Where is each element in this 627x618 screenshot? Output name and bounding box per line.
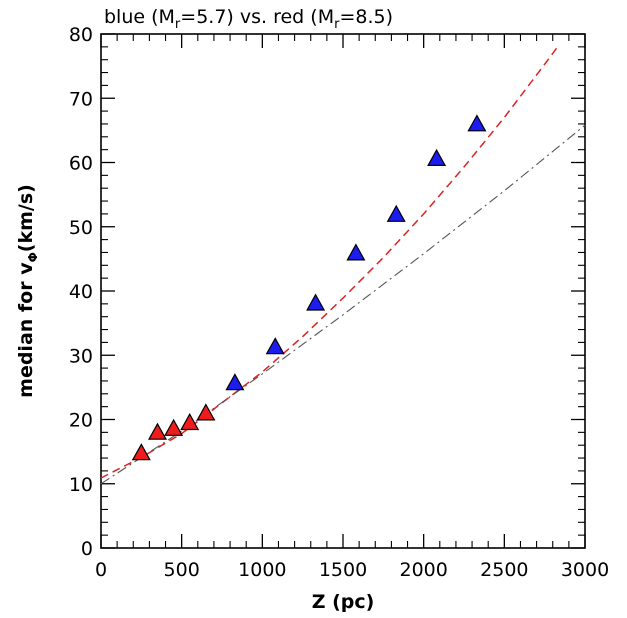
y-axis-label: median for vΦ(km/s): [15, 184, 40, 398]
chart-title-mid: =5.7) vs. red (M: [180, 6, 334, 28]
red-triangle-point: [164, 418, 184, 436]
data-points: [131, 114, 487, 461]
blue-triangle-point: [225, 373, 245, 391]
blue-triangle-point: [265, 337, 285, 355]
red-triangle-point: [196, 403, 216, 421]
blue-triangle-point: [306, 293, 326, 311]
fit-curves: [100, 46, 586, 485]
blue-triangle-point: [427, 148, 447, 166]
y-tick-label: 0: [81, 538, 93, 560]
axis-ticks: [100, 33, 586, 549]
x-tick-label: 0: [95, 559, 107, 581]
y-tick-label: 10: [69, 474, 93, 496]
y-tick-label: 30: [69, 345, 93, 367]
x-tick-label: 1000: [238, 559, 286, 581]
y-tick-label: 60: [69, 153, 93, 175]
x-tick-label: 1500: [319, 559, 367, 581]
red-triangle-point: [180, 412, 200, 431]
x-tick-label: 500: [164, 559, 200, 581]
fit-curve-dashdot: [100, 124, 586, 485]
y-axis-label-suffix: (km/s): [15, 184, 37, 252]
y-tick-labels: 0 10 20 30 40 50 60 70 80: [69, 24, 93, 560]
chart-title-sub-2: r: [334, 17, 340, 32]
y-tick-label: 50: [69, 217, 93, 239]
chart-title-suffix: =8.5): [339, 6, 393, 28]
fit-curve-dashed: [100, 46, 559, 479]
x-tick-label: 2000: [399, 559, 447, 581]
y-axis-label-sub: Φ: [26, 252, 40, 262]
chart-title-prefix: blue (M: [104, 6, 175, 28]
chart-title: blue (Mr=5.7) vs. red (Mr=8.5): [104, 6, 393, 32]
red-triangle-point: [147, 422, 168, 440]
x-tick-label: 2500: [480, 559, 528, 581]
blue-triangle-point: [386, 204, 406, 222]
y-tick-label: 40: [69, 281, 93, 303]
y-tick-label: 70: [69, 88, 93, 110]
y-tick-label: 20: [69, 410, 93, 432]
x-tick-labels: 0 500 1000 1500 2000 2500 3000: [95, 559, 609, 581]
plot-frame: [100, 33, 586, 549]
blue-triangle-point: [467, 114, 487, 132]
x-tick-label: 3000: [561, 559, 609, 581]
red-triangle-point: [131, 443, 151, 461]
blue-triangle-point: [346, 243, 366, 261]
y-tick-label: 80: [69, 24, 93, 46]
y-axis-label-prefix: median for v: [15, 262, 37, 398]
chart-title-sub-1: r: [175, 17, 181, 32]
x-axis-label: Z (pc): [312, 591, 375, 613]
